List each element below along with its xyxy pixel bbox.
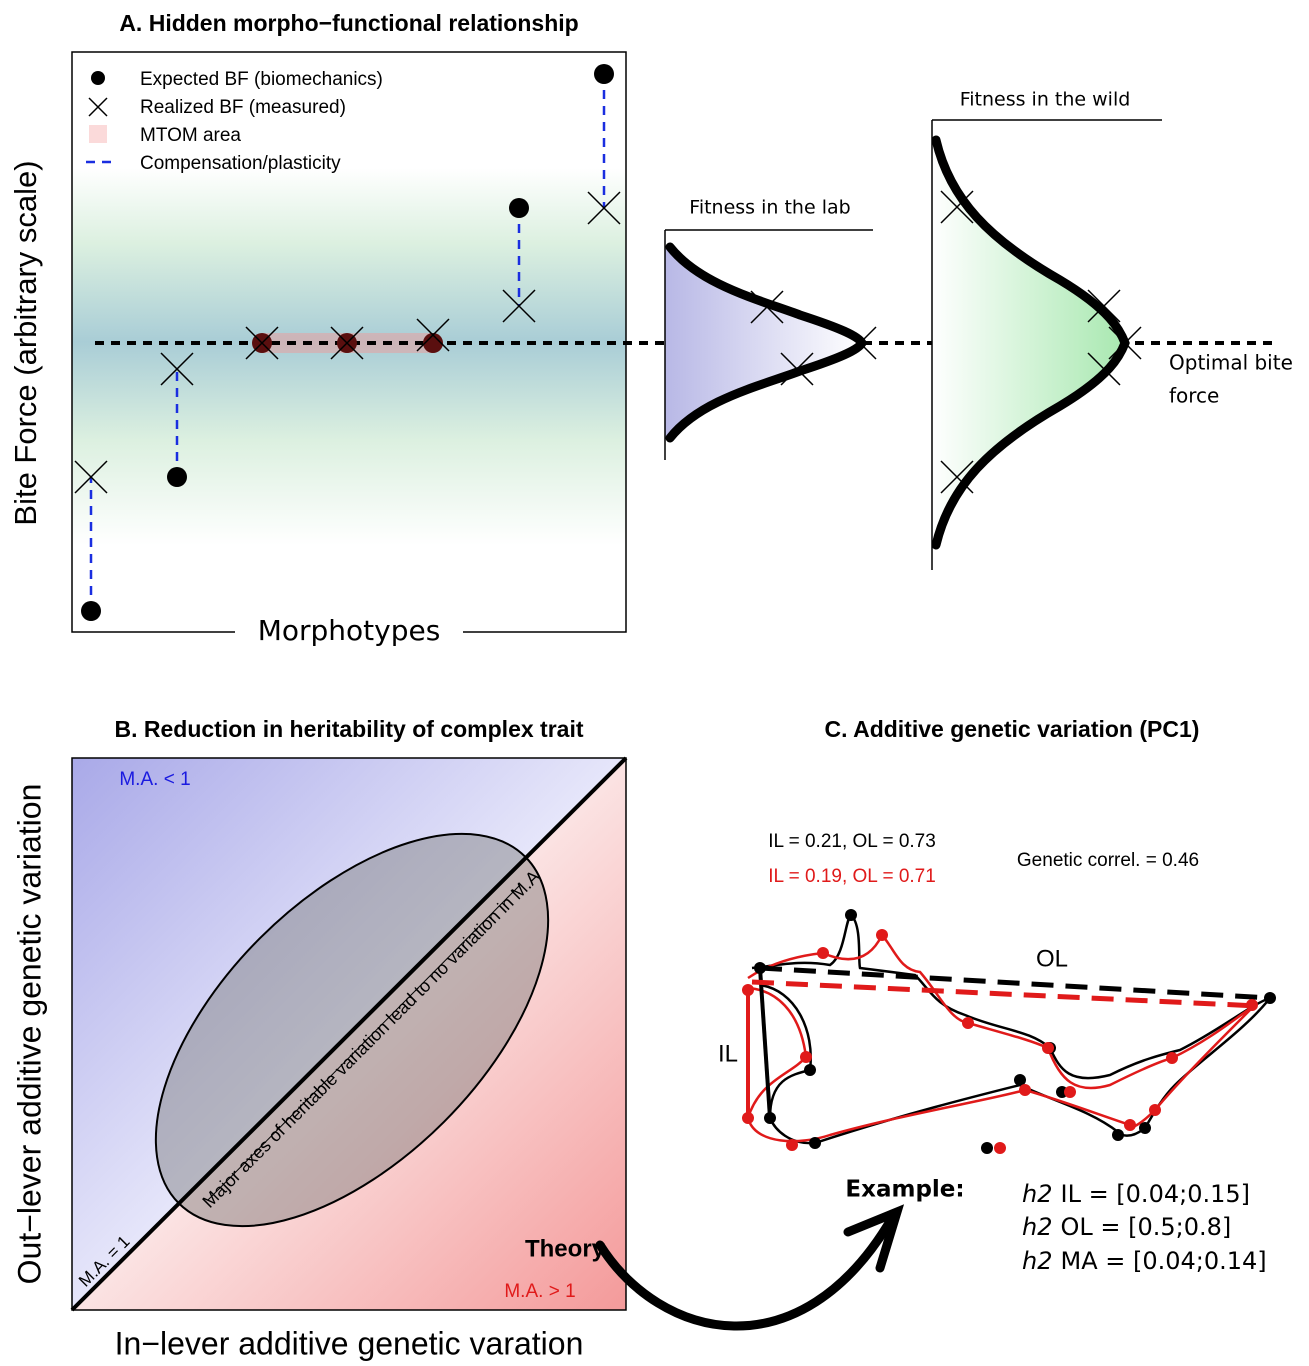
figure: A. Hidden morpho−functional relationship…: [0, 0, 1309, 1366]
correlation: Genetic correl. = 0.46: [1017, 850, 1199, 871]
optimal-label: force: [1169, 384, 1219, 408]
panel-title: B. Reduction in heritability of complex …: [115, 716, 584, 742]
panel-title: C. Additive genetic variation (PC1): [825, 716, 1200, 742]
panel-title: A. Hidden morpho−functional relationship: [119, 10, 578, 36]
value: OL = [0.5;0.8]: [1060, 1213, 1231, 1241]
lower-label: M.A. > 1: [504, 1281, 575, 1302]
symbol: h2: [1022, 1213, 1052, 1241]
y-axis-label: Bite Force (arbitrary scale): [8, 160, 43, 525]
panel-c: C. Additive genetic variation (PC1) IL =…: [718, 716, 1276, 1275]
heritability: h2 IL = [0.04;0.15]: [1022, 1180, 1250, 1208]
value: MA = [0.04;0.14]: [1060, 1247, 1266, 1275]
symbol: h2: [1022, 1247, 1052, 1275]
heritability: h2 OL = [0.5;0.8]: [1022, 1213, 1231, 1241]
il-label: IL: [718, 1040, 738, 1067]
wild-fitness: Fitness in the wild: [932, 89, 1162, 571]
example-label: Example:: [845, 1177, 964, 1203]
x-axis-label: In−lever additive genetic varation: [115, 1325, 584, 1361]
theory-label: Theory: [525, 1235, 606, 1262]
legend-label: Realized BF (measured): [140, 97, 346, 118]
ol-label: OL: [1036, 945, 1068, 972]
arrow: [600, 1212, 897, 1326]
legend-label: MTOM area: [140, 125, 241, 146]
x-axis-label: Morphotypes: [258, 614, 441, 647]
symbol: h2: [1022, 1180, 1052, 1208]
panel-a: A. Hidden morpho−functional relationship…: [8, 10, 1293, 647]
value: IL = [0.04;0.15]: [1060, 1180, 1250, 1208]
legend-label: Expected BF (biomechanics): [140, 69, 383, 90]
wild-label: Fitness in the wild: [960, 89, 1131, 111]
y-axis-label: Out−lever additive genetic variation: [11, 784, 47, 1285]
upper-label: M.A. < 1: [119, 769, 190, 790]
optimal-label: Optimal bite: [1169, 351, 1293, 375]
heritability: h2 MA = [0.04;0.14]: [1022, 1247, 1267, 1275]
estimate-red: IL = 0.19, OL = 0.71: [768, 866, 936, 887]
lab-label: Fitness in the lab: [689, 197, 850, 219]
legend-label: Compensation/plasticity: [140, 153, 341, 174]
lab-fitness: Fitness in the lab: [665, 197, 876, 461]
panel-b: B. Reduction in heritability of complex …: [11, 716, 626, 1361]
estimate-black: IL = 0.21, OL = 0.73: [768, 831, 936, 852]
